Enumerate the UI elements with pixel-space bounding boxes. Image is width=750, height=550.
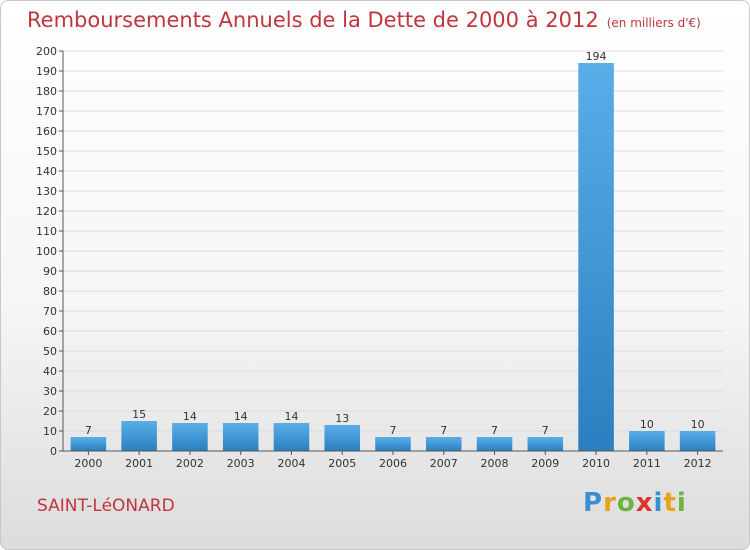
- y-tick-label: 190: [36, 65, 57, 78]
- bars: [70, 63, 716, 451]
- bar: [70, 437, 107, 451]
- data-label: 14: [284, 410, 298, 423]
- y-tick-label: 20: [43, 405, 57, 418]
- data-label: 7: [542, 424, 549, 437]
- y-tick-label: 130: [36, 185, 57, 198]
- commune-name: SAINT-LéONARD: [37, 496, 175, 516]
- y-tick-label: 80: [43, 285, 57, 298]
- x-tick-label: 2009: [531, 457, 559, 470]
- x-tick-label: 2006: [379, 457, 407, 470]
- y-tick-label: 50: [43, 345, 57, 358]
- y-tick-label: 180: [36, 85, 57, 98]
- x-tick-label: 2008: [481, 457, 509, 470]
- data-label: 7: [85, 424, 92, 437]
- data-label: 15: [132, 408, 146, 421]
- y-tick-label: 40: [43, 365, 57, 378]
- bar: [375, 437, 411, 451]
- y-tick-label: 150: [36, 145, 57, 158]
- bar: [527, 437, 564, 451]
- x-tick-label: 2003: [227, 457, 255, 470]
- bar: [578, 63, 614, 451]
- y-tick-label: 30: [43, 385, 57, 398]
- y-tick-label: 110: [36, 225, 57, 238]
- x-tick-label: 2011: [633, 457, 661, 470]
- data-label: 7: [390, 424, 397, 437]
- data-label: 14: [234, 410, 248, 423]
- bar: [476, 437, 513, 451]
- bar: [121, 421, 157, 451]
- y-tick-label: 70: [43, 305, 57, 318]
- x-tick-label: 2004: [277, 457, 305, 470]
- data-label: 194: [586, 50, 607, 63]
- logo-letter: t: [663, 488, 677, 518]
- data-label: 7: [440, 424, 447, 437]
- y-tick-label: 160: [36, 125, 57, 138]
- logo-letter: P: [583, 488, 604, 518]
- bar: [172, 423, 208, 451]
- y-tick-label: 100: [36, 245, 57, 258]
- data-label: 10: [640, 418, 654, 431]
- logo-letter: i: [676, 488, 687, 518]
- x-tick-label: 2007: [430, 457, 458, 470]
- proxiti-logo: Proxiti: [583, 488, 687, 518]
- data-label: 10: [691, 418, 705, 431]
- x-tick-label: 2012: [684, 457, 712, 470]
- y-tick-label: 60: [43, 325, 57, 338]
- y-tick-label: 10: [43, 425, 57, 438]
- x-tick-label: 2010: [582, 457, 610, 470]
- y-tick-label: 0: [50, 445, 57, 458]
- x-tick-label: 2001: [125, 457, 153, 470]
- x-tick-label: 2000: [74, 457, 102, 470]
- bar: [273, 423, 310, 451]
- logo-letter: x: [635, 488, 654, 518]
- data-label: 7: [491, 424, 498, 437]
- x-tick-label: 2002: [176, 457, 204, 470]
- logo-letter: r: [603, 488, 617, 518]
- y-tick-label: 140: [36, 165, 57, 178]
- bar: [629, 431, 665, 451]
- data-label: 14: [183, 410, 197, 423]
- y-tick-label: 200: [36, 45, 57, 58]
- logo-letter: o: [616, 488, 636, 518]
- chart-title: Remboursements Annuels de la Dette de 20…: [27, 8, 701, 32]
- logo-letter: i: [653, 488, 664, 518]
- y-tick-label: 90: [43, 265, 57, 278]
- bar-chart: 0 10 20 30 40 50 60 70 80 90 100 110 120 130 140 150 160…: [36, 45, 723, 470]
- bar: [324, 425, 360, 451]
- bar: [222, 423, 259, 451]
- y-tick-label: 120: [36, 205, 57, 218]
- x-tick-label: 2005: [328, 457, 356, 470]
- bar: [679, 431, 716, 451]
- data-label: 13: [335, 412, 349, 425]
- y-tick-label: 170: [36, 105, 57, 118]
- chart-title-text: Remboursements Annuels de la Dette de 20…: [27, 8, 599, 32]
- bar: [426, 437, 462, 451]
- grid-lines: [63, 50, 723, 432]
- chart-unit: (en milliers d'€): [606, 16, 701, 30]
- axes: 0 10 20 30 40 50 60 70 80 90 100 110 120 130 140 150 160…: [36, 45, 723, 470]
- data-labels: 7 15 14 14 14 13 7 7 7 7 194 10 10: [85, 50, 705, 437]
